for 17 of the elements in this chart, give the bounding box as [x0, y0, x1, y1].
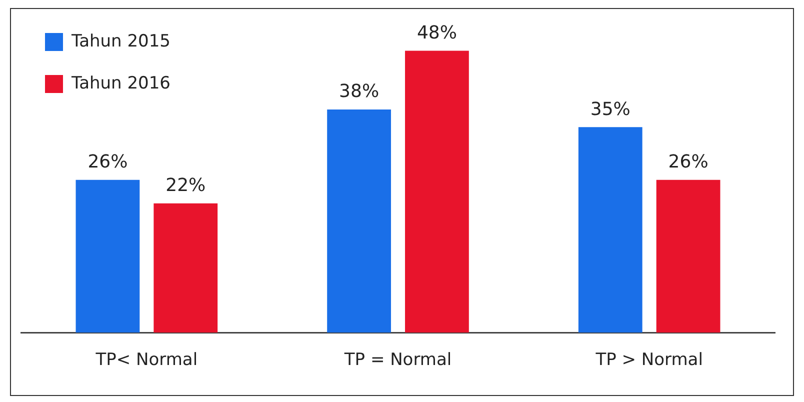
bar	[76, 180, 140, 333]
legend-label: Tahun 2016	[70, 73, 170, 94]
bar	[405, 50, 469, 333]
data-label: 26%	[88, 152, 128, 173]
bar	[327, 109, 391, 333]
x-tick-label: TP > Normal	[594, 350, 703, 370]
data-label: 22%	[166, 175, 206, 196]
bar	[656, 180, 720, 333]
bar	[578, 127, 642, 333]
data-label: 26%	[668, 152, 708, 173]
x-tick-label: TP< Normal	[94, 350, 198, 370]
data-label: 35%	[590, 98, 630, 120]
data-label: 38%	[339, 81, 380, 102]
x-tick-label: TP = Normal	[343, 350, 452, 370]
bar	[154, 203, 218, 333]
data-label: 48%	[416, 22, 457, 44]
legend-label: Tahun 2015	[70, 31, 170, 52]
